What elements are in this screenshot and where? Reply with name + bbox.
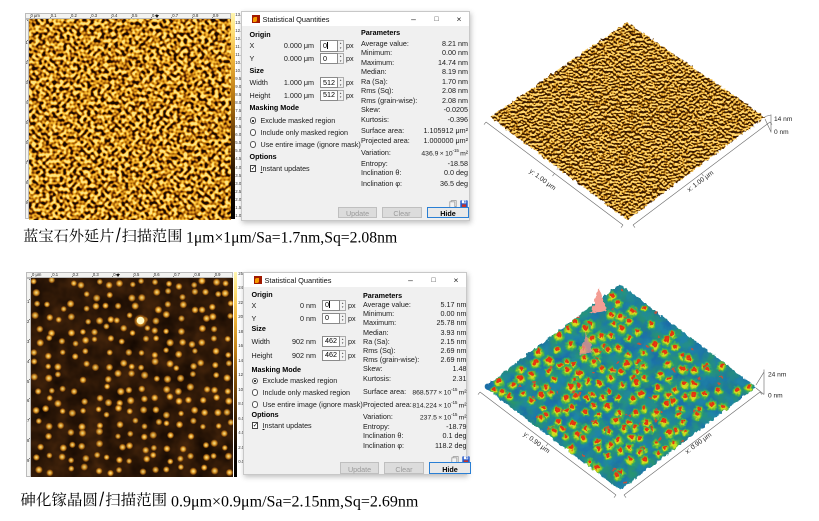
svg-text:0 nm: 0 nm [774,129,789,136]
svg-text:0 nm: 0 nm [768,393,783,400]
svg-text:14 nm: 14 nm [774,116,793,123]
svg-text:1μm×1μm/Sa=1.7nm,Sq=2.08nm: 1μm×1μm/Sa=1.7nm,Sq=2.08nm [186,230,397,247]
svg-text:0.9μm×0.9μm/Sa=2.15nm,Sq=2.69n: 0.9μm×0.9μm/Sa=2.15nm,Sq=2.69nm [171,493,419,510]
svg-text:24 nm: 24 nm [768,372,787,379]
